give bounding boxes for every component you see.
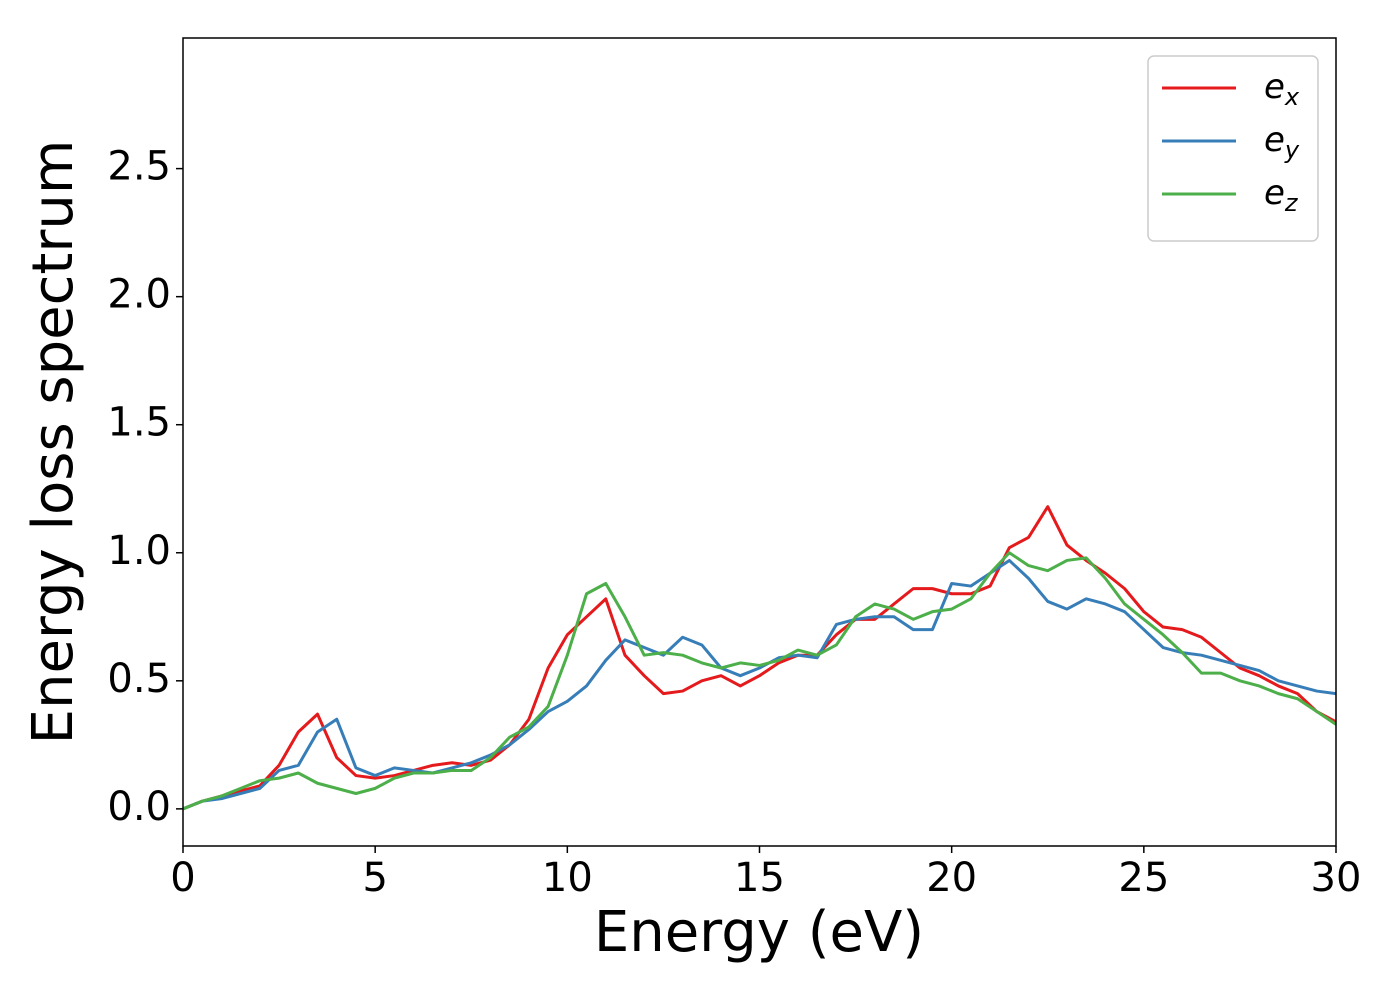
- plot-frame: [182, 37, 1337, 847]
- line-series: [183, 558, 1336, 811]
- legend-label-sub: z: [1284, 189, 1299, 217]
- y-axis-label: Energy loss spectrum: [21, 140, 86, 745]
- line-series: [183, 551, 1336, 811]
- x-tick-label: 30: [1311, 855, 1362, 901]
- legend-label: ex: [1264, 67, 1300, 112]
- y-tick-label: 0.5: [107, 656, 171, 702]
- legend-label-main: e: [1264, 120, 1285, 160]
- legend-label-main: e: [1264, 173, 1285, 213]
- x-tick-label: 10: [542, 855, 593, 901]
- legend-label: ey: [1264, 120, 1300, 165]
- line-series: [183, 505, 1336, 811]
- y-tick-label: 1.0: [107, 528, 171, 574]
- y-tick-label: 2.5: [107, 144, 171, 190]
- legend-label: ez: [1264, 173, 1299, 218]
- legend-label-sub: y: [1284, 136, 1300, 164]
- x-tick-label: 20: [926, 855, 977, 901]
- y-tick-label: 2.0: [107, 272, 171, 318]
- legend-label-main: e: [1264, 67, 1285, 107]
- legend-label-sub: x: [1284, 83, 1300, 111]
- x-tick-label: 25: [1118, 855, 1169, 901]
- x-tick-label: 0: [170, 855, 195, 901]
- y-tick-label: 1.5: [107, 400, 171, 446]
- x-tick-label: 5: [362, 855, 387, 901]
- y-tick-label: 0.0: [107, 784, 171, 830]
- x-axis-label: Energy (eV): [594, 900, 924, 965]
- x-tick-label: 15: [734, 855, 785, 901]
